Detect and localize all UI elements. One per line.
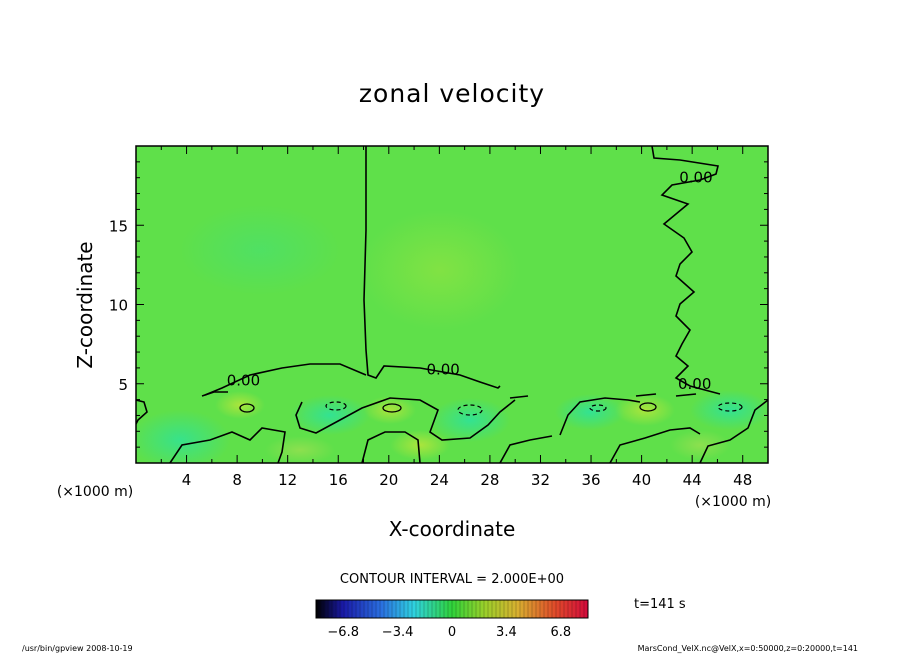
x-axis: 4 8 12 16 20 24 28 32 36 40 44 48 xyxy=(160,146,752,489)
field-shade xyxy=(615,394,675,426)
time-label: t=141 s xyxy=(634,597,686,612)
colorbar-tick-label: −6.8 xyxy=(327,625,359,640)
y-tick-label: 10 xyxy=(109,297,128,315)
x-axis-unit-left: (×1000 m) xyxy=(57,484,133,500)
chart-title: zonal velocity xyxy=(359,79,545,108)
negative-contours xyxy=(325,401,743,416)
contour-label: 0.00 xyxy=(426,360,459,378)
contour-label: 0.00 xyxy=(679,169,712,187)
colorbar-ticks: −6.8 −3.4 0 3.4 6.8 xyxy=(327,625,571,640)
x-tick-label: 4 xyxy=(182,471,192,489)
x-tick-label: 40 xyxy=(632,471,651,489)
colorbar-tick-label: 3.4 xyxy=(496,625,517,640)
colorbar-tick-label: 0 xyxy=(448,625,456,640)
colorbar-stripes xyxy=(315,600,585,618)
x-axis-label: X-coordinate xyxy=(389,517,516,541)
x-tick-label: 20 xyxy=(379,471,398,489)
contour-interval: CONTOUR INTERVAL = 2.000E+00 xyxy=(340,572,564,587)
x-axis-unit-right: (×1000 m) xyxy=(695,494,771,510)
field-shade xyxy=(136,410,230,463)
field-shade xyxy=(430,398,510,442)
field-shade xyxy=(290,395,370,435)
field-shade xyxy=(670,430,730,460)
x-tick-label: 8 xyxy=(232,471,242,489)
colorbar-tick-label: −3.4 xyxy=(382,625,414,640)
x-tick-label: 36 xyxy=(581,471,600,489)
y-axis: 5 10 15 xyxy=(109,161,768,448)
field-shade xyxy=(360,210,520,330)
field-shade xyxy=(690,390,768,430)
field-shade xyxy=(555,394,625,430)
contour-label: 0.00 xyxy=(678,375,711,393)
field-shade xyxy=(364,396,416,424)
x-tick-label: 12 xyxy=(278,471,297,489)
colorbar-frame xyxy=(315,599,589,619)
y-axis-label: Z-coordinate xyxy=(73,241,97,368)
zero-contours xyxy=(136,146,768,463)
colorbar-tick-label: 6.8 xyxy=(550,625,571,640)
x-tick-label: 44 xyxy=(683,471,702,489)
footer-right: MarsCond_VelX.nc@VelX,x=0:50000,z=0:2000… xyxy=(638,644,858,653)
field-shade xyxy=(265,436,335,463)
x-tick-label: 28 xyxy=(480,471,499,489)
plot-area: 0.00 0.00 0.00 0.00 xyxy=(136,146,768,463)
colorbar-gradient xyxy=(316,600,588,618)
field-shade xyxy=(180,205,340,295)
contour-label: 0.00 xyxy=(227,372,260,390)
contour-labels: 0.00 0.00 0.00 0.00 xyxy=(227,169,713,393)
positive-contours xyxy=(239,402,657,413)
x-tick-label: 16 xyxy=(329,471,348,489)
y-tick-label: 15 xyxy=(109,217,128,235)
x-tick-label: 24 xyxy=(430,471,449,489)
field-shade xyxy=(390,430,450,460)
x-tick-label: 48 xyxy=(733,471,752,489)
field-shade xyxy=(215,391,265,419)
colorbar: −6.8 −3.4 0 3.4 6.8 xyxy=(315,599,589,640)
footer-left: /usr/bin/gpview 2008-10-19 xyxy=(22,644,133,653)
x-tick-label: 32 xyxy=(531,471,550,489)
y-tick-label: 5 xyxy=(118,376,128,394)
